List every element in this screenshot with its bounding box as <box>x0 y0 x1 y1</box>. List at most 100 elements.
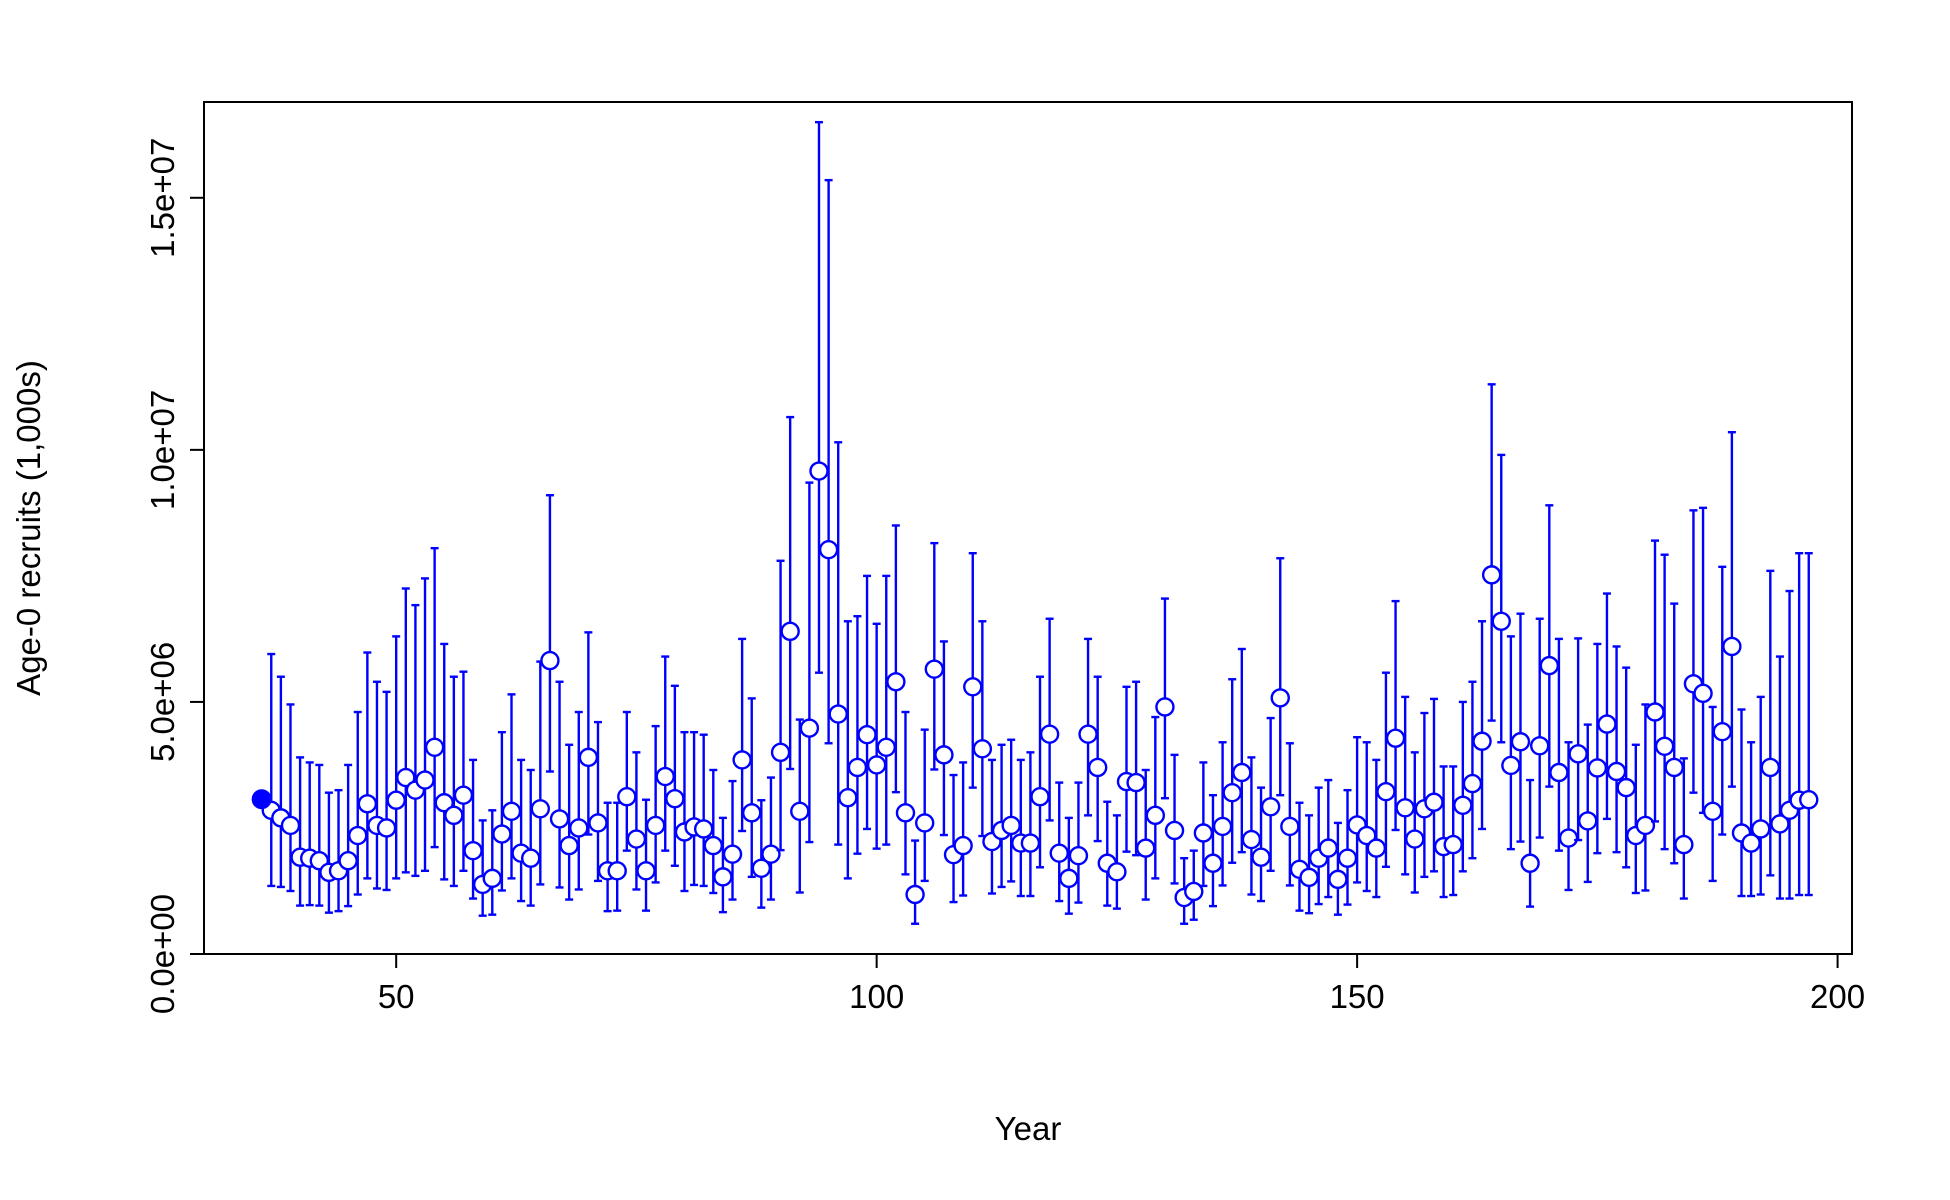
virgin-recruitment-point <box>251 789 272 810</box>
data-point <box>703 835 723 856</box>
data-point <box>1558 828 1579 848</box>
data-point <box>415 770 435 790</box>
x-tick-label: 100 <box>849 978 904 1015</box>
data-point <box>1068 845 1089 866</box>
y-tick-label: 1.0e+07 <box>144 390 181 510</box>
data-point <box>1155 697 1175 717</box>
data-point <box>578 747 599 768</box>
data-point <box>1712 721 1732 742</box>
data-point <box>280 815 301 836</box>
data-point <box>1280 816 1300 837</box>
data-point <box>1568 744 1588 764</box>
data-point <box>1020 833 1041 853</box>
data-point <box>780 621 800 642</box>
data-point <box>1385 728 1406 748</box>
data-point <box>1606 761 1627 782</box>
data-point <box>1520 853 1540 873</box>
data-point <box>972 739 993 759</box>
data-point <box>1597 714 1617 734</box>
data-point <box>963 677 983 697</box>
data-point <box>1270 688 1290 708</box>
data-point <box>934 745 954 765</box>
data-point <box>357 794 378 814</box>
data-point <box>1578 811 1598 831</box>
data-point <box>914 813 935 833</box>
data-point <box>1078 724 1098 744</box>
data-point <box>895 803 916 823</box>
data-point <box>1212 816 1233 837</box>
data-point <box>617 787 637 807</box>
data-point <box>828 704 848 724</box>
data-point <box>1136 838 1156 858</box>
data-point <box>549 809 570 829</box>
data-point <box>1751 819 1771 839</box>
data-point <box>376 818 397 838</box>
data-point <box>732 750 752 770</box>
data-point <box>1799 790 1819 810</box>
data-point <box>1193 823 1214 843</box>
series-layer <box>251 120 1819 925</box>
data-point <box>1049 843 1069 863</box>
data-point <box>482 868 502 889</box>
data-point <box>761 844 781 864</box>
data-point <box>1549 762 1569 783</box>
x-tick-label: 200 <box>1810 978 1865 1015</box>
data-point <box>1299 867 1319 888</box>
data-point <box>444 805 464 826</box>
data-point <box>1443 834 1463 855</box>
data-point <box>1587 758 1608 778</box>
x-tick-label: 150 <box>1330 978 1385 1015</box>
data-point <box>722 844 743 864</box>
data-point <box>1462 773 1483 794</box>
x-axis: 50 100 150 200 <box>378 953 1865 1015</box>
data-point <box>1674 834 1694 855</box>
y-tick-label: 0.0e+00 <box>144 894 181 1014</box>
data-point <box>713 867 733 887</box>
data-point <box>905 884 925 905</box>
data-point <box>1722 636 1742 657</box>
data-point <box>1395 798 1415 818</box>
data-point <box>876 737 896 758</box>
data-point <box>645 815 666 836</box>
data-point <box>665 789 685 809</box>
data-point <box>501 801 522 822</box>
data-point <box>1145 805 1166 826</box>
data-point <box>742 803 762 823</box>
data-point <box>1529 736 1550 756</box>
data-point <box>838 788 858 808</box>
data-point <box>818 539 839 560</box>
data-point <box>1039 724 1060 744</box>
data-point <box>693 819 714 839</box>
data-point <box>338 851 358 871</box>
data-point <box>1260 797 1281 817</box>
data-point <box>1001 815 1021 836</box>
data-point <box>953 835 973 856</box>
data-point <box>1635 815 1656 836</box>
data-point <box>1472 731 1492 751</box>
y-axis: 0.0e+00 5.0e+06 1.0e+07 1.5e+07 <box>144 138 205 1014</box>
data-point <box>1539 655 1560 676</box>
data-point <box>588 813 608 833</box>
data-point <box>809 461 829 481</box>
data-point <box>1164 820 1185 841</box>
data-point <box>1424 792 1444 812</box>
data-point <box>626 829 647 849</box>
data-point <box>866 755 887 775</box>
data-point <box>1501 755 1521 776</box>
data-point <box>1251 847 1271 867</box>
data-point <box>1654 736 1675 756</box>
data-point <box>1318 838 1338 858</box>
data-point <box>1328 869 1348 890</box>
data-point <box>348 825 368 846</box>
data-point <box>1337 848 1358 868</box>
data-point <box>799 718 820 738</box>
data-point <box>1616 777 1636 798</box>
data-point <box>1760 757 1781 778</box>
data-point <box>424 737 445 758</box>
data-point <box>1453 795 1473 815</box>
y-tick-label: 1.5e+07 <box>144 138 181 258</box>
data-point <box>636 861 656 881</box>
data-point <box>857 724 877 745</box>
